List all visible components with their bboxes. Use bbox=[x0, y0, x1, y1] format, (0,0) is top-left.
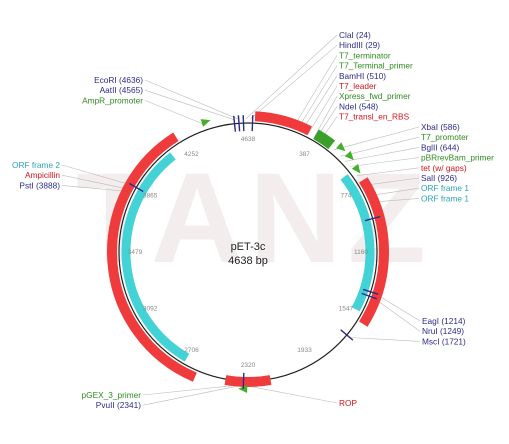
tick-label: 387 bbox=[299, 151, 310, 158]
pvuii-site bbox=[242, 372, 245, 389]
leader-line bbox=[142, 384, 244, 406]
tick-label: 1933 bbox=[297, 347, 312, 354]
label-right-mid-4: tet (w/ gaps) bbox=[421, 163, 467, 173]
ecori-site bbox=[237, 115, 241, 132]
leader-line bbox=[293, 55, 338, 128]
label-right-2: T7_terminator bbox=[339, 50, 391, 60]
rop-arc bbox=[224, 375, 272, 387]
ampr-promoter-arrow bbox=[200, 119, 211, 127]
position-tick-labels: 4638 387 774 1160 1547 1933 2320 2706 3092 3479 38… bbox=[128, 136, 369, 369]
label-right-7: NdeI (548) bbox=[339, 101, 378, 111]
hindiii-site bbox=[251, 115, 254, 132]
sali-site bbox=[364, 215, 381, 222]
leader-line bbox=[297, 65, 338, 129]
label-right-low-2: MscI (1721) bbox=[422, 336, 466, 346]
tick-label: 3865 bbox=[143, 193, 158, 200]
leader-line bbox=[144, 100, 208, 126]
ampicillin-arc bbox=[107, 132, 197, 382]
orf-frame-2-arc bbox=[121, 152, 190, 362]
leader-line bbox=[144, 89, 235, 120]
label-right-low-1: NruI (1249) bbox=[422, 326, 464, 336]
leader-lines bbox=[61, 34, 421, 406]
label-right-mid-3: pBRrevBam_primer bbox=[421, 153, 494, 163]
leader-line bbox=[61, 164, 133, 186]
label-right-low-0: EagI (1214) bbox=[422, 316, 466, 326]
leader-line bbox=[340, 136, 420, 157]
leader-line bbox=[372, 297, 421, 332]
label-left-top-1: AatII (4565) bbox=[100, 85, 144, 95]
leader-line bbox=[368, 187, 420, 197]
t7-terminator-box bbox=[313, 129, 336, 150]
label-right-mid-0: XbaI (586) bbox=[421, 122, 460, 132]
xpress-primer-arrow bbox=[351, 163, 361, 174]
label-left-mid-2: PstI (3888) bbox=[19, 180, 60, 190]
leader-line bbox=[250, 44, 338, 120]
leader-line bbox=[142, 384, 242, 396]
label-right-4: BamHI (510) bbox=[339, 71, 386, 81]
leader-line bbox=[245, 34, 338, 120]
plasmid-size: 4638 bp bbox=[228, 255, 268, 267]
leader-line bbox=[61, 174, 131, 190]
tick-label: 1160 bbox=[354, 249, 368, 256]
leader-line bbox=[301, 75, 338, 131]
tick-label: 3479 bbox=[128, 249, 143, 256]
label-right-mid-6: ORF frame 1 bbox=[421, 183, 469, 193]
label-left-mid-1: Ampicillin bbox=[25, 170, 60, 180]
plasmid-name: pET-3c bbox=[231, 241, 266, 253]
label-rop: ROP bbox=[339, 398, 357, 408]
psti-site bbox=[129, 182, 144, 193]
label-left-mid-0: ORF frame 2 bbox=[12, 160, 60, 170]
leader-line bbox=[333, 126, 420, 151]
leader-line bbox=[363, 177, 420, 186]
tick-label: 2706 bbox=[184, 347, 199, 354]
label-right-0: ClaI (24) bbox=[339, 30, 371, 40]
label-left-bottom-1: PvuII (2341) bbox=[96, 400, 141, 410]
label-left-bottom-0: pGEX_3_primer bbox=[82, 390, 142, 400]
leader-line bbox=[374, 292, 421, 322]
pbrrev-primer-arrow bbox=[344, 150, 354, 161]
leader-line bbox=[349, 337, 421, 342]
restriction-site-marks bbox=[129, 115, 381, 389]
tick-label: 4252 bbox=[184, 151, 199, 158]
leader-line bbox=[61, 185, 130, 192]
label-right-8: T7_transl_en_RBS bbox=[339, 112, 410, 122]
leader-line bbox=[308, 85, 338, 134]
aatii-site bbox=[233, 115, 237, 132]
nrui-site bbox=[361, 292, 377, 300]
leader-line bbox=[252, 386, 338, 404]
leader-line bbox=[144, 79, 239, 120]
tet-arc bbox=[359, 177, 389, 327]
label-right-3: T7_Terminal_primer bbox=[339, 61, 413, 71]
label-right-mid-2: BglII (644) bbox=[421, 142, 460, 152]
label-right-mid-5: SalI (926) bbox=[421, 173, 457, 183]
pgex-primer-arrow bbox=[238, 385, 248, 394]
eagi-site bbox=[362, 288, 379, 295]
leader-line bbox=[356, 167, 420, 176]
label-left-top-2: AmpR_promoter bbox=[82, 95, 143, 105]
leader-line bbox=[345, 147, 420, 162]
tick-label: 3092 bbox=[143, 306, 158, 313]
tick-label: 2320 bbox=[241, 362, 256, 369]
label-left-top-0: EcoRI (4636) bbox=[94, 75, 143, 85]
msci-site bbox=[340, 329, 354, 341]
feature-labels: ClaI (24)HindIII (29)T7_terminatorT7_Ter… bbox=[12, 30, 494, 410]
t7-promoter-arrow bbox=[336, 142, 346, 152]
leader-line bbox=[349, 157, 420, 167]
leader-line bbox=[314, 96, 338, 137]
label-right-6: Xpress_fwd_primer bbox=[339, 91, 411, 101]
top-feature-arc bbox=[254, 111, 312, 136]
label-right-1: HindIII (29) bbox=[339, 40, 380, 50]
tick-label: 774 bbox=[340, 193, 351, 200]
tick-label: 1547 bbox=[339, 306, 354, 313]
label-right-mid-1: T7_promoter bbox=[421, 132, 469, 142]
label-right-mid-7: ORF frame 1 bbox=[421, 193, 469, 203]
label-right-5: T7_leader bbox=[339, 81, 377, 91]
tick-label: 4638 bbox=[241, 136, 256, 143]
clai-site bbox=[242, 115, 245, 132]
